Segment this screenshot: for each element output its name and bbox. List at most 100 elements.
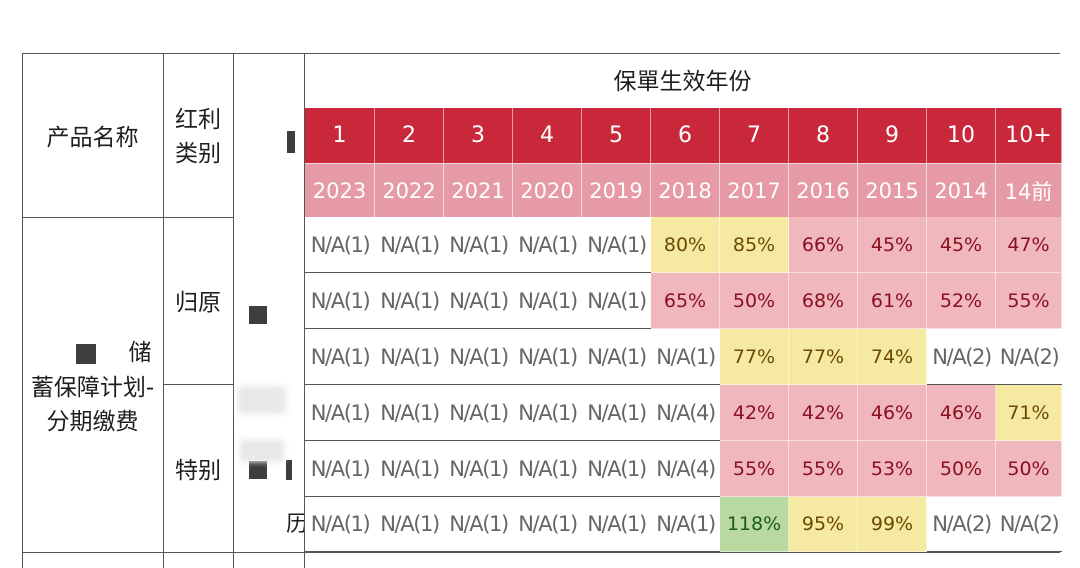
issue-year-header-cell: 2016 — [789, 163, 858, 217]
table-cell: N/A(1) — [444, 385, 513, 441]
product-name-line1: 储 — [128, 340, 152, 366]
issue-year-header-cell: 2021 — [444, 163, 513, 217]
redaction-mark — [249, 461, 267, 479]
table-cell: N/A(1) — [582, 441, 651, 497]
policy-year-header-cell: 5 — [582, 108, 651, 163]
table-cell: N/A(4) — [651, 385, 720, 441]
policy-year-header-cell: 1 — [305, 108, 375, 163]
redaction-mark — [76, 344, 96, 364]
table-cell: 74% — [858, 329, 927, 385]
header-bottom-border — [22, 217, 234, 218]
redaction-mark — [287, 131, 295, 153]
policy-year-header-cell: 2 — [375, 108, 444, 163]
table-top-border — [22, 53, 1060, 54]
table-cell: N/A(1) — [444, 329, 513, 385]
table-cell: N/A(1) — [375, 329, 444, 385]
table-cell: N/A(1) — [305, 441, 375, 497]
product-name-line2: 蓄保障计划- — [30, 375, 155, 401]
table-cell: 77% — [789, 329, 858, 385]
bonus-type-header-line1: 红利 — [175, 107, 221, 133]
issue-year-header-cell: 2022 — [375, 163, 444, 217]
table-cell: 42% — [720, 385, 789, 441]
policy-year-header-cell: 7 — [720, 108, 789, 163]
row-label-fragment: 历 — [286, 512, 304, 537]
table-cell: 55% — [720, 441, 789, 497]
table-cell: 118% — [720, 497, 789, 552]
policy-year-header-cell: 10+ — [996, 108, 1062, 163]
table-cell: N/A(1) — [305, 273, 375, 329]
issue-year-header-cell: 2017 — [720, 163, 789, 217]
policy-year-header-cell: 10 — [927, 108, 996, 163]
issue-year-header-cell: 2015 — [858, 163, 927, 217]
table-cell: N/A(1) — [305, 329, 375, 385]
table-cell: 71% — [996, 385, 1062, 441]
table-cell: 52% — [927, 273, 996, 329]
table-cell: 55% — [789, 441, 858, 497]
column-divider-type — [233, 53, 234, 568]
blurred-area — [240, 440, 284, 462]
policy-year-header-cell: 6 — [651, 108, 720, 163]
issue-year-header-cell: 2019 — [582, 163, 651, 217]
table-cell: N/A(1) — [582, 497, 651, 552]
bonus-type-reversionary: 归原 — [175, 290, 221, 316]
table-cell: 66% — [789, 217, 858, 273]
table-cell: 50% — [720, 273, 789, 329]
type-group-divider — [163, 384, 234, 385]
policy-year-header-cell: 9 — [858, 108, 927, 163]
table-bottom-border — [22, 552, 1060, 553]
table-cell: N/A(1) — [444, 217, 513, 273]
issue-year-header-cell: 2018 — [651, 163, 720, 217]
table-cell: N/A(1) — [582, 329, 651, 385]
table-cell: N/A(2) — [927, 329, 996, 385]
policy-year-header-cell: 3 — [444, 108, 513, 163]
table-cell: N/A(1) — [375, 441, 444, 497]
table-cell: 42% — [789, 385, 858, 441]
table-cell: 46% — [858, 385, 927, 441]
table-cell: 50% — [927, 441, 996, 497]
table-cell: N/A(2) — [927, 497, 996, 552]
table-cell: N/A(1) — [582, 273, 651, 329]
table-cell: 55% — [996, 273, 1062, 329]
table-cell: 47% — [996, 217, 1062, 273]
table-cell: N/A(1) — [651, 497, 720, 552]
issue-year-header-cell: 2014 — [927, 163, 996, 217]
table-cell: N/A(1) — [444, 497, 513, 552]
bonus-type-special: 特别 — [175, 458, 221, 484]
table-cell: 99% — [858, 497, 927, 552]
table-cell: N/A(4) — [651, 441, 720, 497]
table-cell: N/A(1) — [513, 441, 582, 497]
issue-year-header-cell: 2020 — [513, 163, 582, 217]
redaction-mark — [286, 460, 292, 480]
table-cell: 68% — [789, 273, 858, 329]
table-cell: N/A(1) — [305, 385, 375, 441]
table-cell: N/A(1) — [305, 217, 375, 273]
table-cell: N/A(1) — [513, 217, 582, 273]
table-cell: N/A(1) — [513, 385, 582, 441]
table-cell: 45% — [858, 217, 927, 273]
column-divider-product — [163, 53, 164, 568]
table-cell: 65% — [651, 273, 720, 329]
table-cell: N/A(1) — [513, 497, 582, 552]
table-cell: N/A(1) — [582, 385, 651, 441]
table-cell: N/A(2) — [996, 329, 1062, 385]
issue-year-header-cell: 2023 — [305, 163, 375, 217]
table-cell: N/A(1) — [582, 217, 651, 273]
table-cell: 46% — [927, 385, 996, 441]
table-title: 保單生效年份 — [613, 69, 752, 95]
table-cell: 85% — [720, 217, 789, 273]
table-cell: N/A(1) — [305, 497, 375, 552]
table-cell: N/A(1) — [375, 273, 444, 329]
policy-year-header-cell: 4 — [513, 108, 582, 163]
table-cell: 61% — [858, 273, 927, 329]
table-cell: N/A(1) — [513, 329, 582, 385]
table-cell: 50% — [996, 441, 1062, 497]
product-name-line3: 分期缴费 — [46, 409, 139, 435]
column-divider-data — [304, 53, 305, 568]
table-cell: 80% — [651, 217, 720, 273]
table-left-border — [22, 53, 23, 568]
product-name-header: 产品名称 — [46, 125, 139, 151]
table-cell: N/A(1) — [651, 329, 720, 385]
table-cell: N/A(1) — [444, 273, 513, 329]
table-cell: 45% — [927, 217, 996, 273]
